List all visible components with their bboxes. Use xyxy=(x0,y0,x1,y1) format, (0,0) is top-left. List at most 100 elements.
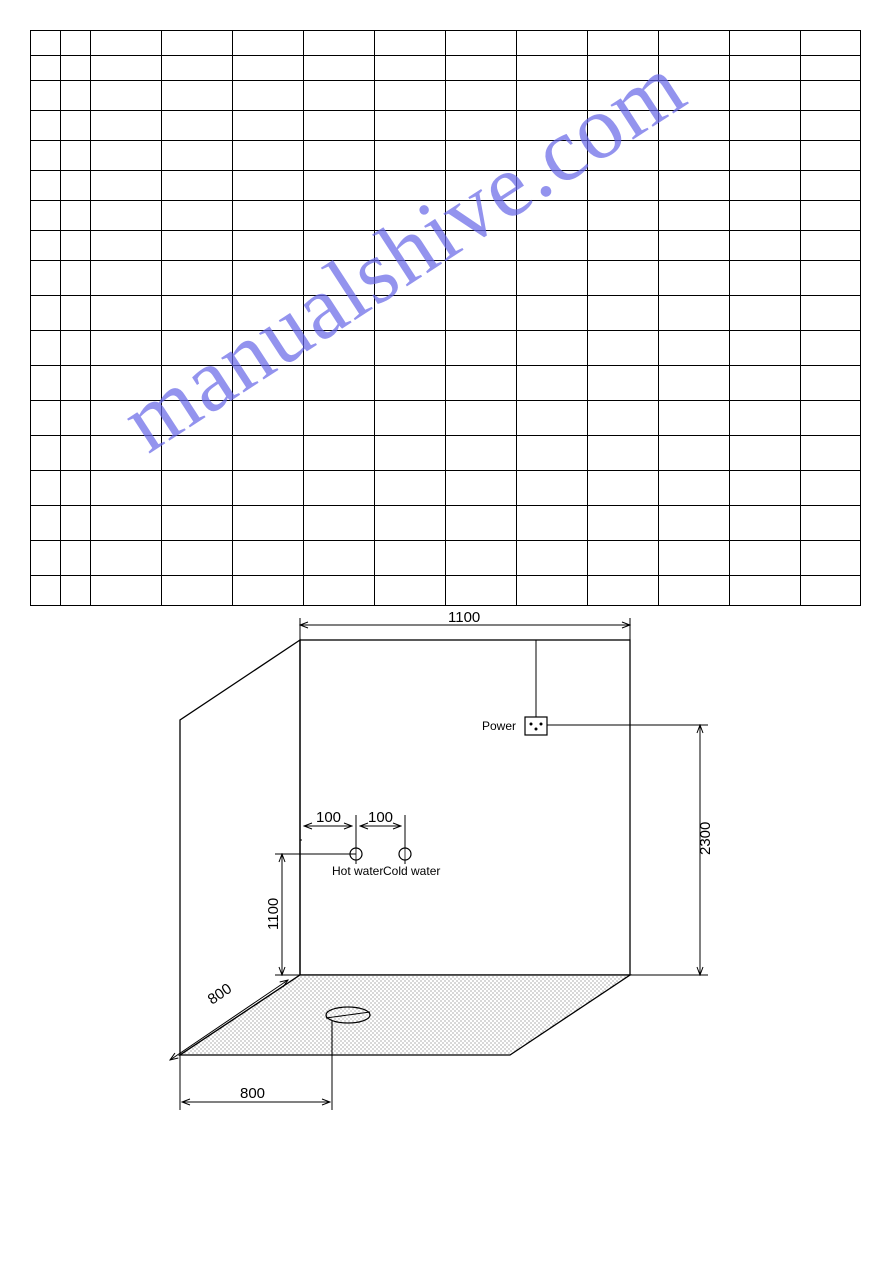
floor-drain xyxy=(326,1007,370,1023)
table-cell xyxy=(91,436,162,471)
table-row xyxy=(31,366,861,401)
table-cell xyxy=(375,81,446,111)
table-cell xyxy=(375,541,446,576)
table-cell xyxy=(31,261,61,296)
table-cell xyxy=(730,171,801,201)
table-cell xyxy=(233,401,304,436)
table-cell xyxy=(659,576,730,606)
dim-1100-label: 1100 xyxy=(448,610,480,626)
table-cell xyxy=(730,31,801,56)
table-cell xyxy=(61,401,91,436)
table-cell xyxy=(446,471,517,506)
table-cell xyxy=(61,31,91,56)
table-row xyxy=(31,296,861,331)
table-cell xyxy=(517,366,588,401)
table-cell xyxy=(304,506,375,541)
table-cell xyxy=(375,231,446,261)
table-cell xyxy=(446,201,517,231)
table-cell xyxy=(162,201,233,231)
table-cell xyxy=(446,576,517,606)
table-cell xyxy=(61,436,91,471)
table-cell xyxy=(446,111,517,141)
grid-table xyxy=(30,30,861,606)
table-cell xyxy=(446,436,517,471)
table-cell xyxy=(162,111,233,141)
table-cell xyxy=(588,201,659,231)
table-cell xyxy=(61,331,91,366)
table-cell xyxy=(730,296,801,331)
table-row xyxy=(31,31,861,56)
table-cell xyxy=(162,331,233,366)
table-cell xyxy=(730,231,801,261)
table-cell xyxy=(304,471,375,506)
table-cell xyxy=(31,111,61,141)
table-cell xyxy=(61,366,91,401)
table-cell xyxy=(162,141,233,171)
table-cell xyxy=(304,401,375,436)
table-cell xyxy=(801,331,861,366)
table-cell xyxy=(446,331,517,366)
table-cell xyxy=(162,56,233,81)
table-cell xyxy=(588,471,659,506)
table-cell xyxy=(31,401,61,436)
table-cell xyxy=(31,231,61,261)
table-cell xyxy=(61,56,91,81)
table-row xyxy=(31,576,861,606)
table-cell xyxy=(588,576,659,606)
table-cell xyxy=(162,366,233,401)
table-cell xyxy=(730,366,801,401)
table-cell xyxy=(304,296,375,331)
table-cell xyxy=(91,171,162,201)
table-cell xyxy=(730,56,801,81)
table-cell xyxy=(375,436,446,471)
table-cell xyxy=(233,231,304,261)
table-cell xyxy=(31,201,61,231)
table-cell xyxy=(730,401,801,436)
table-row xyxy=(31,111,861,141)
table-cell xyxy=(588,111,659,141)
table-cell xyxy=(375,506,446,541)
table-cell xyxy=(31,436,61,471)
table-cell xyxy=(517,81,588,111)
table-cell xyxy=(31,471,61,506)
table-cell xyxy=(517,401,588,436)
table-cell xyxy=(304,56,375,81)
table-cell xyxy=(233,261,304,296)
table-cell xyxy=(91,401,162,436)
table-cell xyxy=(446,141,517,171)
table-cell xyxy=(91,56,162,81)
table-cell xyxy=(304,576,375,606)
dim-1100-left-label: 1100 xyxy=(265,898,282,930)
table-cell xyxy=(588,56,659,81)
table-cell xyxy=(588,366,659,401)
table-cell xyxy=(659,201,730,231)
table-cell xyxy=(517,541,588,576)
table-cell xyxy=(517,471,588,506)
table-cell xyxy=(801,111,861,141)
table-cell xyxy=(588,296,659,331)
table-cell xyxy=(162,401,233,436)
table-cell xyxy=(162,171,233,201)
table-row xyxy=(31,261,861,296)
table-cell xyxy=(730,201,801,231)
table-cell xyxy=(730,331,801,366)
table-cell xyxy=(375,31,446,56)
table-cell xyxy=(233,541,304,576)
table-cell xyxy=(304,141,375,171)
table-cell xyxy=(375,56,446,81)
table-cell xyxy=(61,261,91,296)
table-cell xyxy=(61,506,91,541)
table-cell xyxy=(162,81,233,111)
table-cell xyxy=(446,401,517,436)
table-cell xyxy=(31,31,61,56)
table-cell xyxy=(588,331,659,366)
table-cell xyxy=(446,541,517,576)
table-cell xyxy=(801,366,861,401)
table-cell xyxy=(61,296,91,331)
table-cell xyxy=(659,401,730,436)
table-cell xyxy=(517,506,588,541)
table-row xyxy=(31,201,861,231)
table-cell xyxy=(304,81,375,111)
table-cell xyxy=(375,296,446,331)
table-cell xyxy=(730,541,801,576)
